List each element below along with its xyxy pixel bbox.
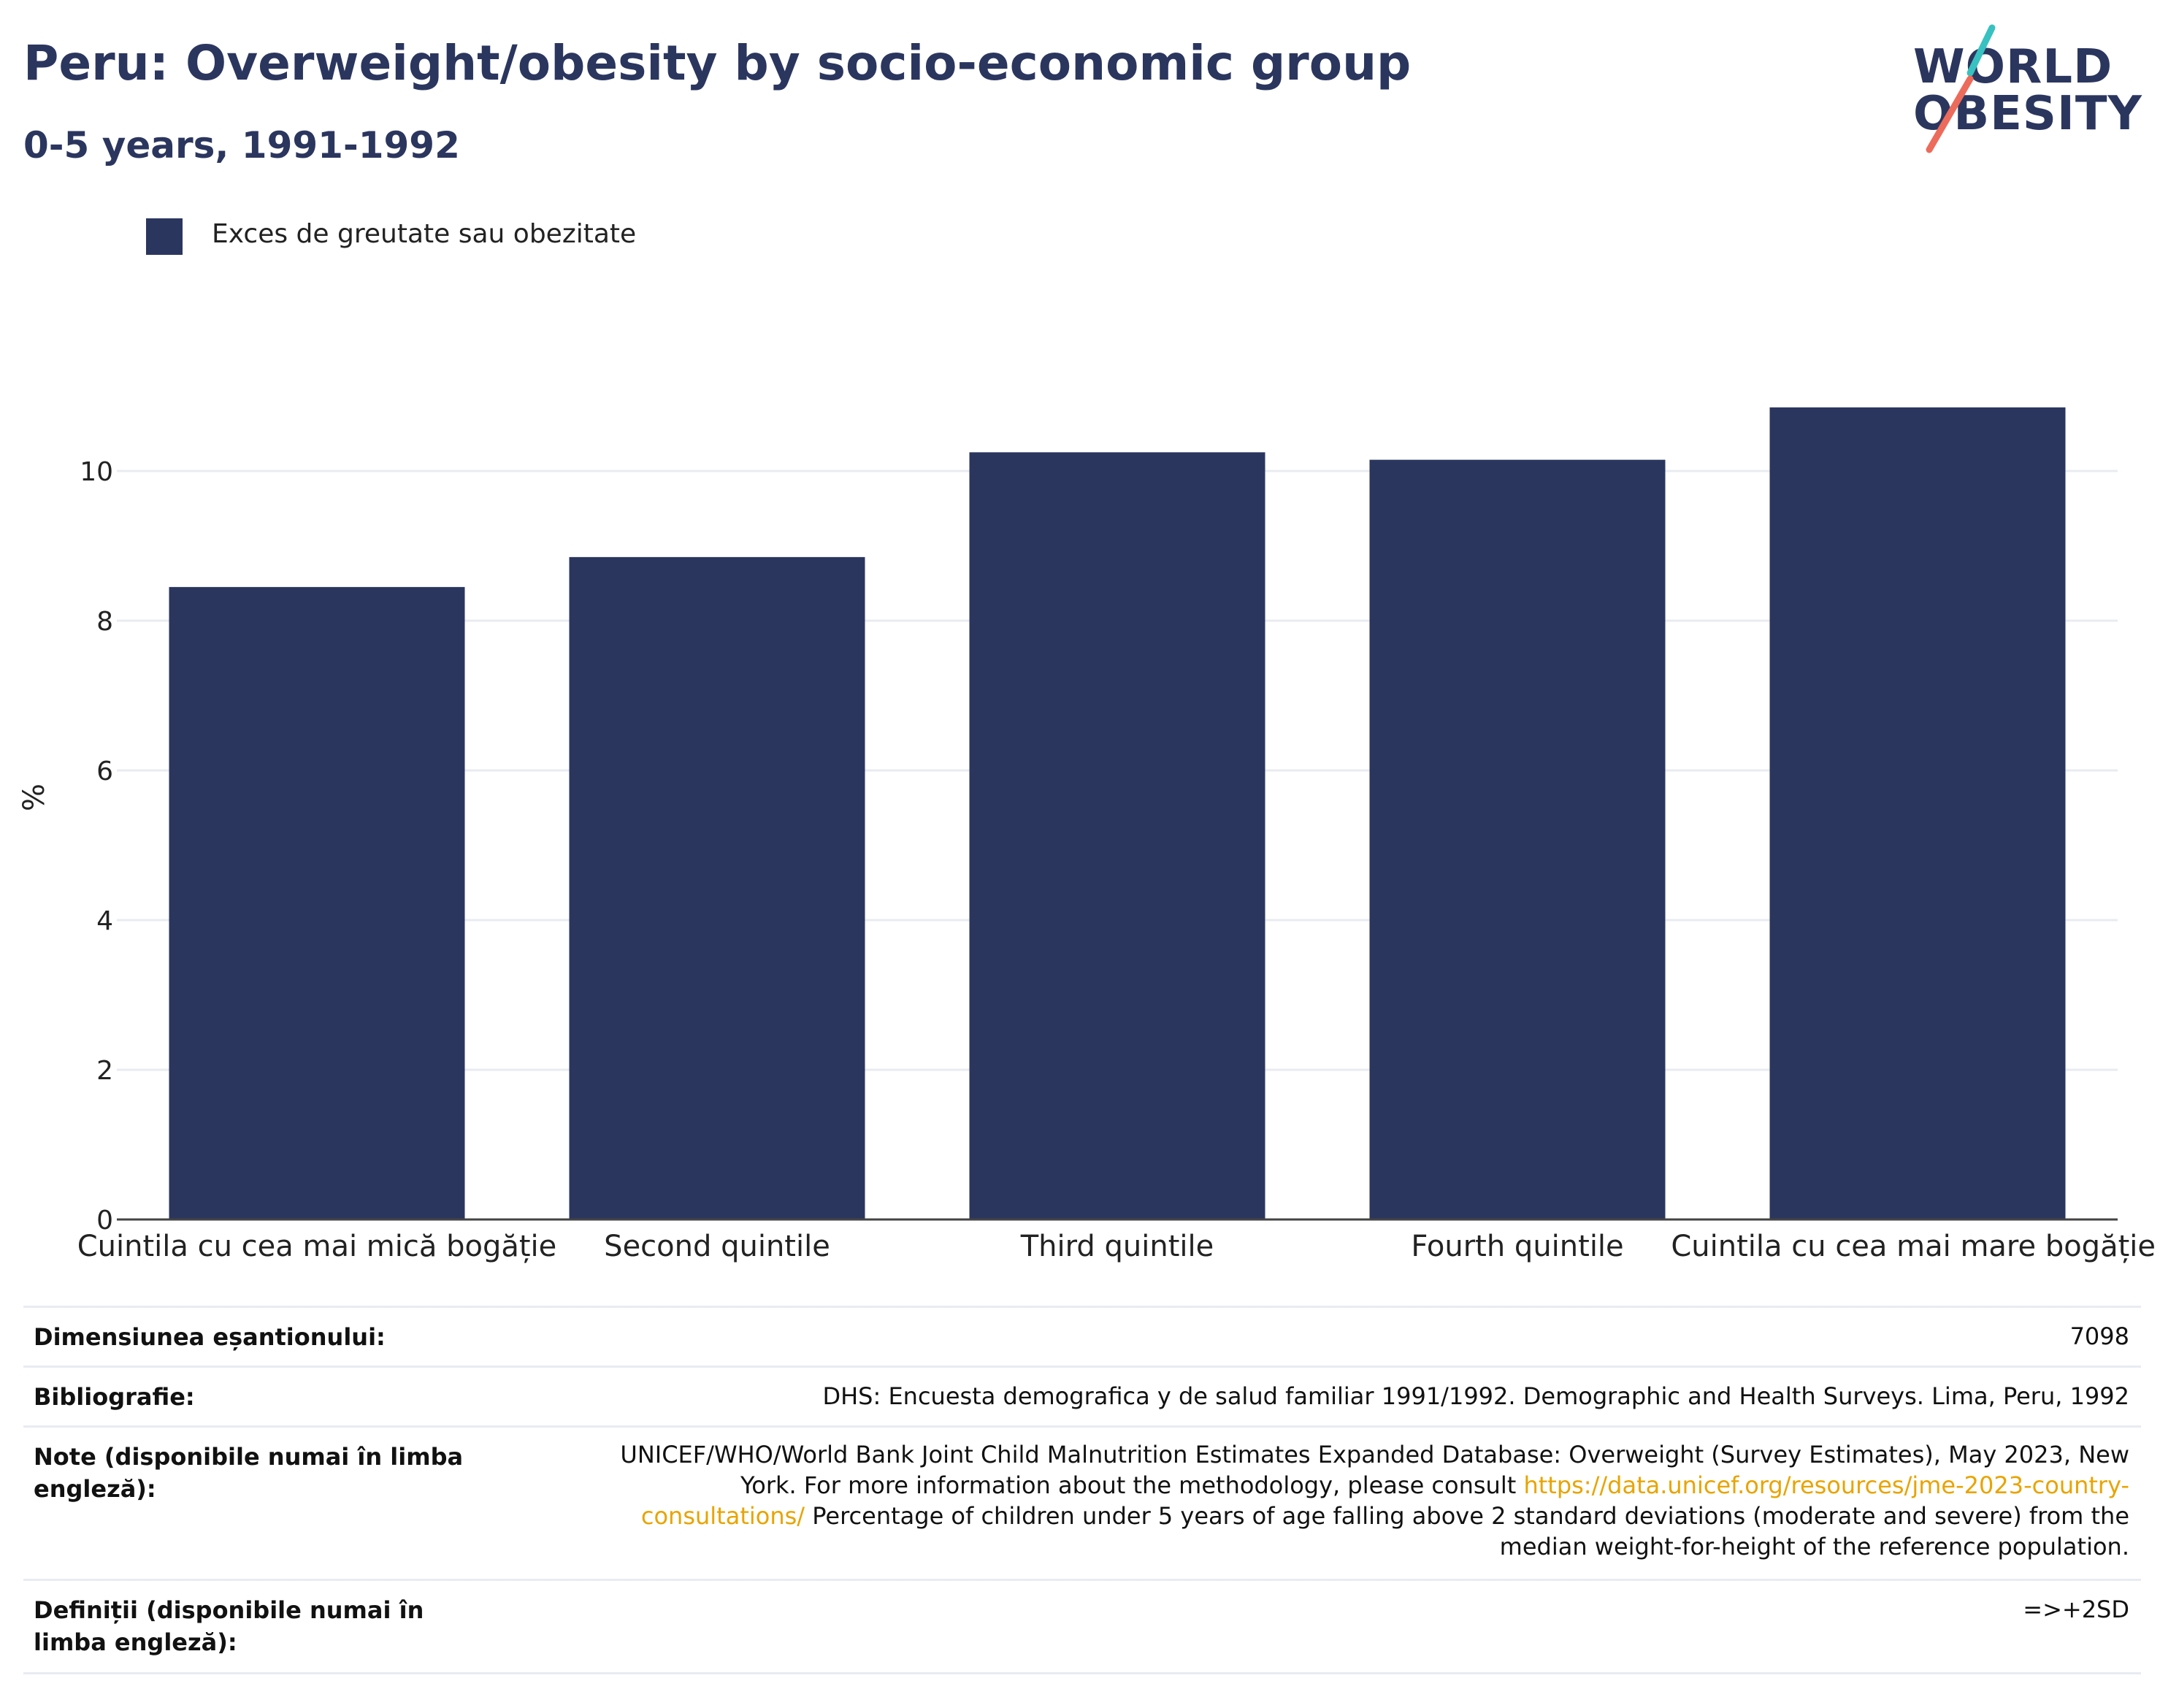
meta-row-bibliography: Bibliografie: DHS: Encuesta demografica … [23,1366,2141,1425]
logo-line-1: WORLD [1913,40,2113,94]
notes-value: UNICEF/WHO/World Bank Joint Child Malnut… [596,1439,2129,1562]
bibliography-value: DHS: Encuesta demografica y de salud fam… [822,1382,2129,1410]
x-tick-label: Cuintila cu cea mai mică bogăție [77,1230,557,1263]
page-subtitle: 0-5 years, 1991-1992 [23,124,460,166]
logo-slash-icon [1926,24,1996,153]
metadata-bottom-border [23,1672,2141,1674]
world-obesity-logo: WORLD OBESITY [1913,22,2147,157]
sample-size-label: Dimensiunea eșantionului: [34,1323,386,1351]
bar [1769,407,2066,1219]
legend-swatch [146,218,183,255]
methodology-link[interactable]: https://data.unicef.org/resources/jme-20… [640,1471,2129,1530]
notes-text-1: UNICEF/WHO/World Bank Joint Child Malnut… [620,1441,2129,1499]
bar [969,452,1265,1219]
y-tick-label: 6 [96,757,113,786]
sample-size-value: 7098 [2069,1322,2129,1350]
bar [169,586,465,1219]
y-tick-label: 0 [96,1206,113,1236]
bar [569,556,865,1219]
x-tick-label: Second quintile [604,1230,830,1263]
page-title: Peru: Overweight/obesity by socio-econom… [23,35,1412,91]
notes-label: Note (disponibile numai în limba engleză… [34,1443,464,1503]
legend-label: Exces de greutate sau obezitate [212,219,637,249]
x-tick-label: Fourth quintile [1411,1230,1623,1263]
definitions-value: =>+2SD [2023,1596,2129,1623]
definitions-label: Definiții (disponibile numai în limba en… [34,1596,424,1656]
bibliography-label: Bibliografie: [34,1383,195,1411]
y-tick-label: 4 [96,906,113,936]
meta-row-notes: Note (disponibile numai în limba engleză… [23,1425,2141,1579]
y-tick-label: 2 [96,1056,113,1086]
notes-text-2: Percentage of children under 5 years of … [812,1502,2129,1560]
y-axis-label: % [18,784,51,811]
y-tick-label: 10 [80,457,113,487]
x-tick-label: Cuintila cu cea mai mare bogăție [1671,1230,2156,1263]
bar-chart: 0 2 4 6 8 10 Cuintila cu cea mai mică bogăție… [18,407,2156,1263]
meta-row-sample-size: Dimensiunea eșantionului: 7098 [23,1306,2141,1366]
y-tick-label: 8 [96,607,113,637]
bar [1369,459,1666,1219]
meta-row-definitions: Definiții (disponibile numai în limba en… [23,1579,2141,1671]
metadata-table: Dimensiunea eșantionului: 7098 Bibliogra… [23,1306,2141,1671]
x-tick-label: Third quintile [1020,1230,1214,1263]
